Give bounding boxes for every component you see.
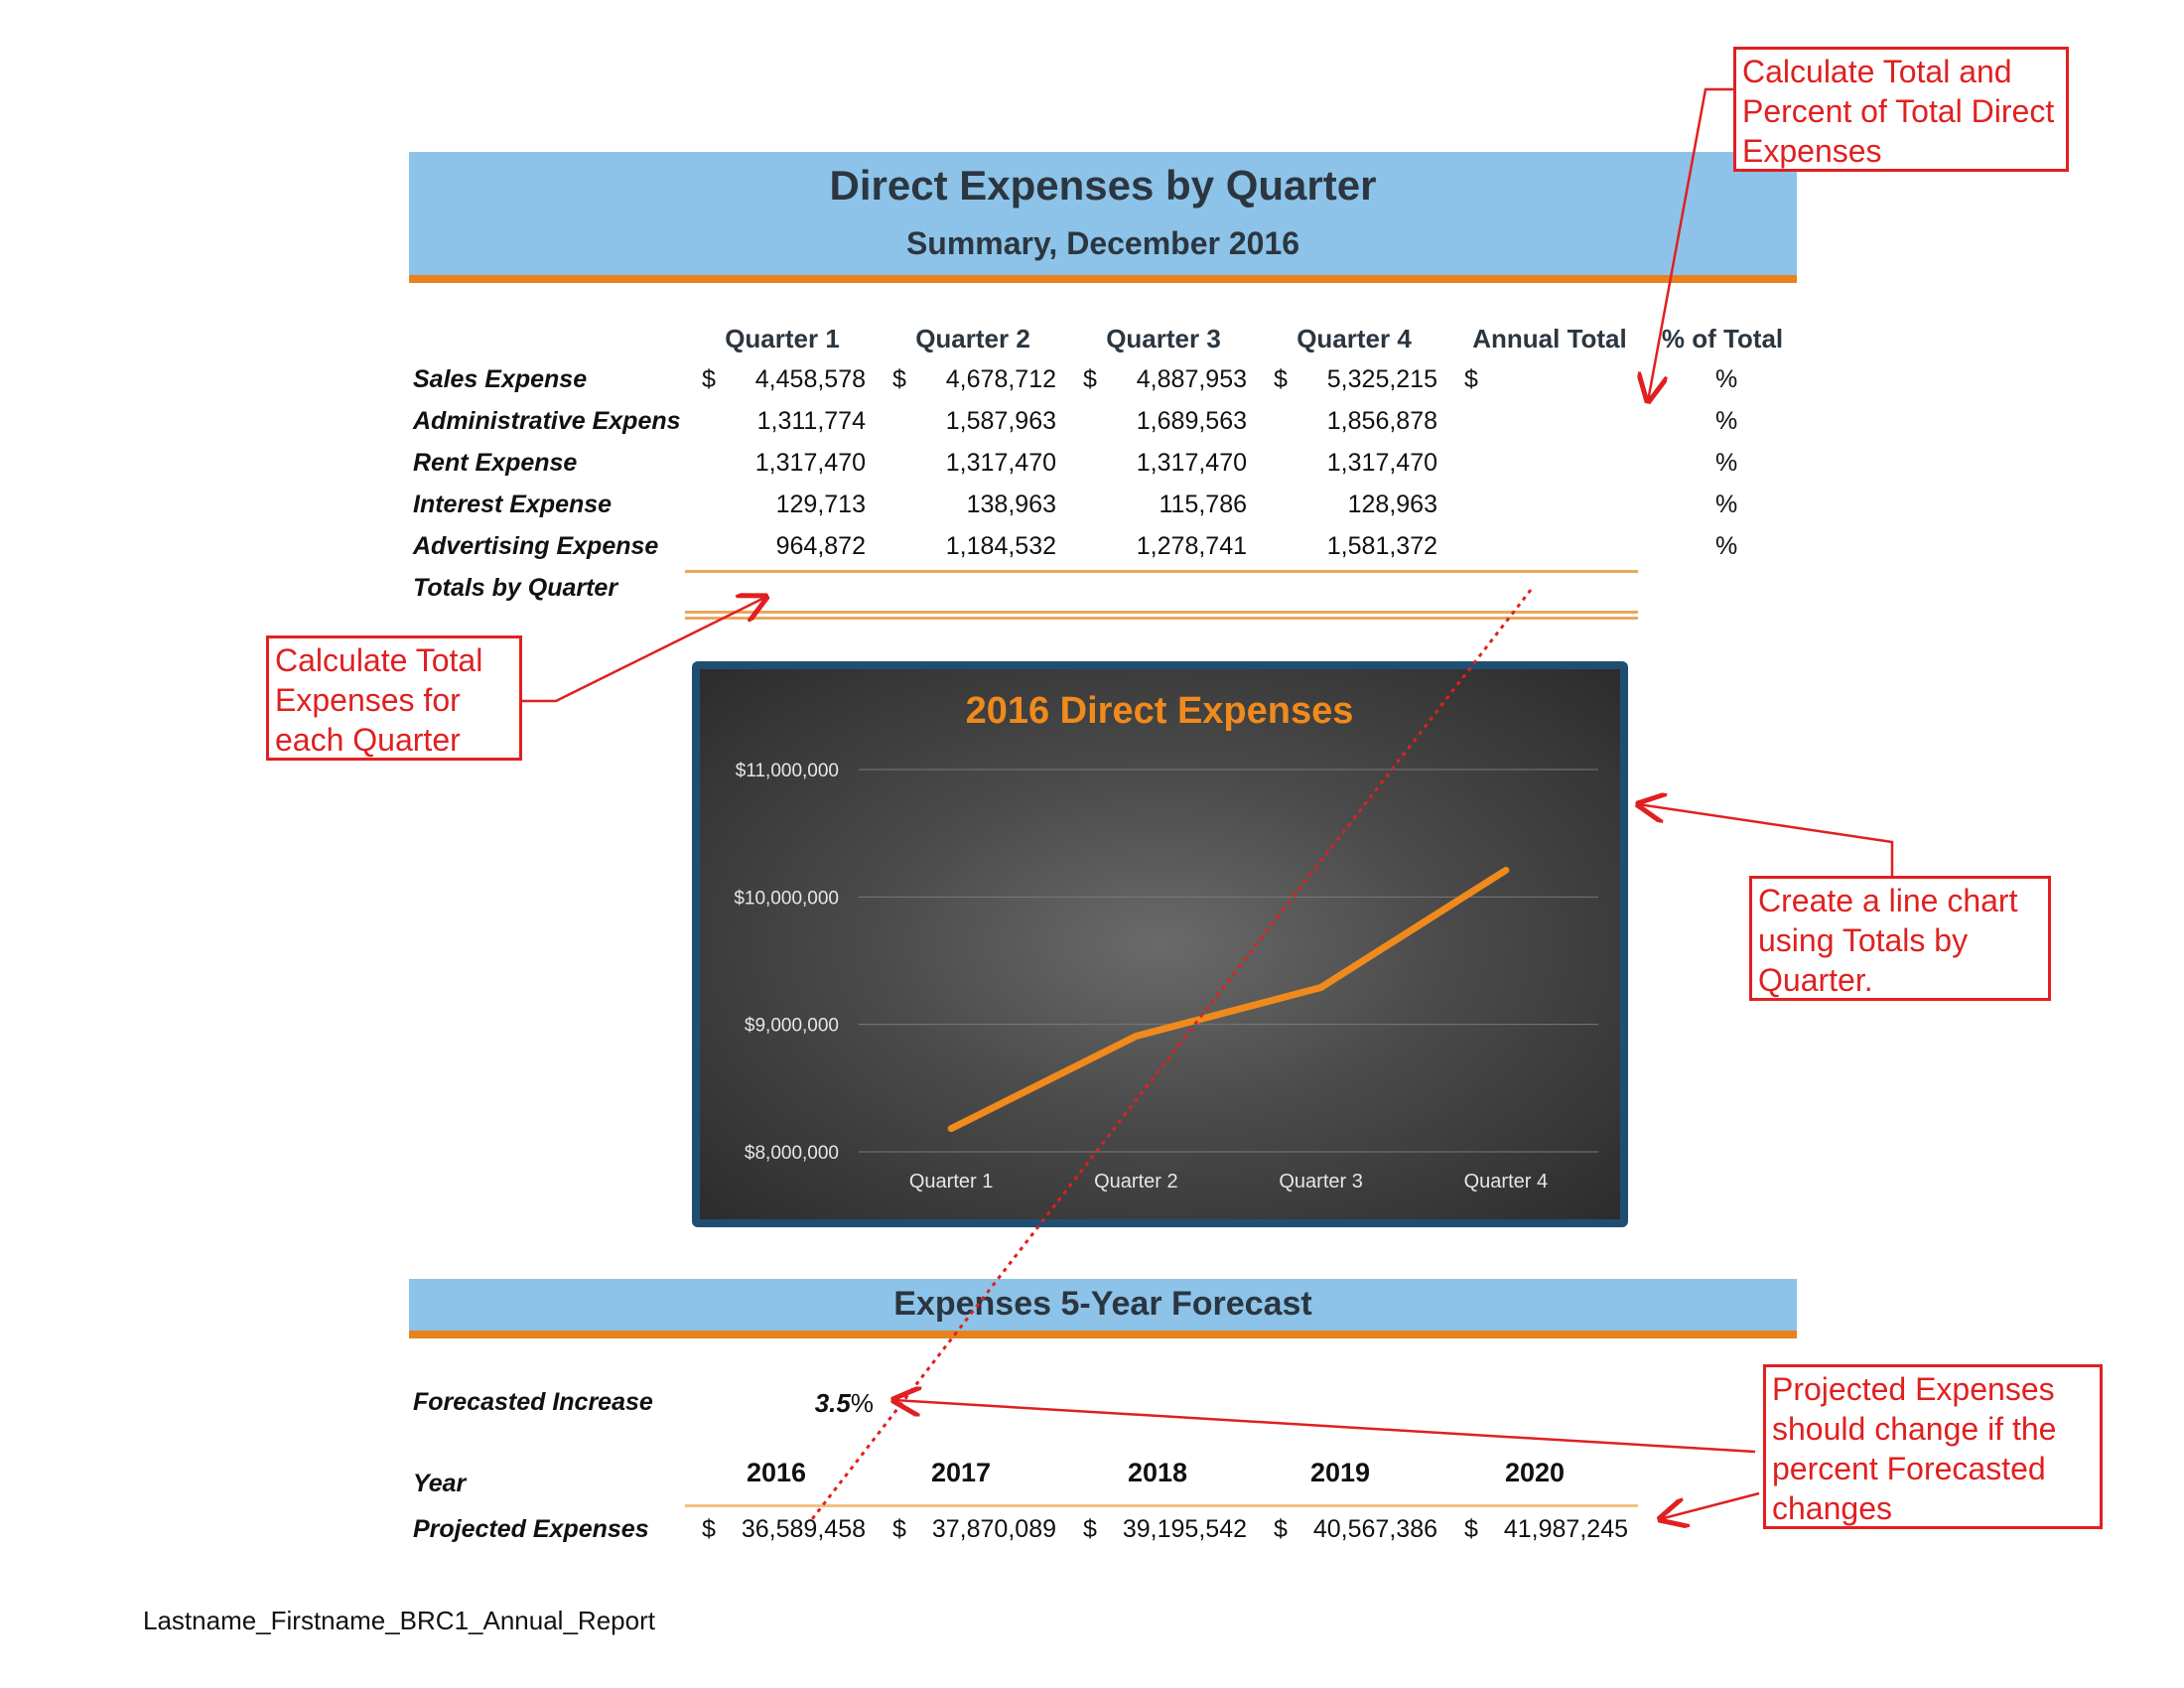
- x-tick-label: Quarter 1: [909, 1171, 993, 1193]
- arrow-line-chart: [1638, 804, 1894, 876]
- x-tick-label: Quarter 2: [1094, 1171, 1177, 1193]
- currency-symbol: $: [1083, 365, 1097, 393]
- column-header-quarter-1: Quarter 1: [725, 324, 840, 353]
- forecast-line: [685, 1504, 1638, 1507]
- expense-cell[interactable]: 1,317,470: [945, 449, 1056, 477]
- forecast-increase-number: 3.5: [814, 1388, 851, 1418]
- expense-cell[interactable]: 1,581,372: [1326, 532, 1437, 560]
- projected-currency: $: [892, 1515, 906, 1543]
- expense-cell[interactable]: 1,856,878: [1326, 407, 1437, 435]
- column-header-quarter-3: Quarter 3: [1106, 324, 1221, 353]
- x-tick-label: Quarter 3: [1279, 1171, 1362, 1193]
- forecast-year: 2016: [746, 1458, 807, 1487]
- forecast-year: 2017: [930, 1458, 992, 1487]
- forecast-year: 2020: [1504, 1458, 1566, 1487]
- series-line: [947, 866, 1510, 1133]
- arrow-forecast-increase: [893, 1400, 1756, 1454]
- expense-cell[interactable]: 1,184,532: [945, 532, 1056, 560]
- row-label: Advertising Expense: [413, 532, 659, 560]
- expense-cell[interactable]: 1,317,470: [1136, 449, 1247, 477]
- subtotal-line: [685, 570, 1638, 573]
- percent-cell[interactable]: %: [1715, 449, 1738, 477]
- percent-cell[interactable]: %: [1715, 491, 1738, 518]
- arrow-projected: [1660, 1491, 1760, 1519]
- y-tick-label: $8,000,000: [745, 1143, 839, 1164]
- projected-value[interactable]: 36,589,458: [741, 1515, 866, 1543]
- forecast-year: 2019: [1309, 1458, 1371, 1487]
- file-name-footer: Lastname_Firstname_BRC1_Annual_Report: [143, 1606, 655, 1635]
- percent-cell[interactable]: %: [1715, 532, 1738, 560]
- chart-title: 2016 Direct Expenses: [966, 690, 1354, 732]
- callout-projected: Projected Expenses should change if the …: [1763, 1364, 2103, 1529]
- callout-total-percent: Calculate Total and Percent of Total Dir…: [1733, 47, 2069, 172]
- chart-frame: 2016 Direct Expenses $8,000,000 $9,000,00…: [692, 661, 1628, 1227]
- projected-currency: $: [1083, 1515, 1097, 1543]
- row-label: Interest Expense: [413, 491, 613, 518]
- projected-value[interactable]: 40,567,386: [1312, 1515, 1437, 1543]
- projected-value[interactable]: 37,870,089: [931, 1515, 1056, 1543]
- x-tick-label: Quarter 4: [1464, 1171, 1548, 1193]
- forecast-title: Expenses 5-Year Forecast: [893, 1285, 1312, 1323]
- data-point: [948, 1125, 955, 1132]
- expense-cell[interactable]: 138,963: [966, 491, 1056, 518]
- header-banner: Direct Expenses by Quarter Summary, Dece…: [409, 152, 1797, 283]
- expense-cell[interactable]: 4,887,953: [1136, 365, 1247, 393]
- expense-cell[interactable]: 1,587,963: [945, 407, 1056, 435]
- projected-value[interactable]: 41,987,245: [1503, 1515, 1628, 1543]
- forecast-increase-unit: %: [850, 1388, 874, 1418]
- forecast-year: 2018: [1127, 1458, 1188, 1487]
- currency-symbol: $: [702, 365, 716, 393]
- expense-cell[interactable]: 964,872: [775, 532, 866, 560]
- row-label: Sales Expense: [413, 365, 588, 393]
- expense-cell[interactable]: 5,325,215: [1326, 365, 1437, 393]
- projected-currency: $: [1464, 1515, 1478, 1543]
- expense-cell[interactable]: 4,678,712: [945, 365, 1056, 393]
- column-header-quarter-4: Quarter 4: [1297, 324, 1412, 353]
- forecast-banner: Expenses 5-Year Forecast: [409, 1279, 1797, 1338]
- expense-cell[interactable]: 1,311,774: [756, 407, 866, 435]
- total-double-line-bottom: [685, 617, 1638, 620]
- callout-quarter-totals: Calculate Total Expenses for each Quarte…: [266, 635, 522, 761]
- annual-total-currency: $: [1464, 365, 1478, 393]
- projected-label: Projected Expenses: [413, 1515, 649, 1543]
- expense-cell[interactable]: 4,458,578: [754, 365, 866, 393]
- row-label: Administrative Expens: [413, 407, 681, 435]
- expense-cell[interactable]: 1,278,741: [1136, 532, 1247, 560]
- percent-cell[interactable]: %: [1715, 407, 1738, 435]
- line-chart: 2016 Direct Expenses $8,000,000 $9,000,00…: [734, 690, 1598, 1193]
- currency-symbol: $: [1274, 365, 1288, 393]
- totals-label: Totals by Quarter: [413, 574, 618, 602]
- y-tick-label: $9,000,000: [745, 1016, 839, 1037]
- expense-cell[interactable]: 128,963: [1347, 491, 1437, 518]
- expense-cell[interactable]: 115,786: [1159, 491, 1247, 518]
- projected-value[interactable]: 39,195,542: [1122, 1515, 1247, 1543]
- expense-cell[interactable]: 129,713: [775, 491, 866, 518]
- projected-currency: $: [1274, 1515, 1288, 1543]
- forecast-increase-label: Forecasted Increase: [413, 1388, 653, 1416]
- projected-currency: $: [702, 1515, 716, 1543]
- expense-cell[interactable]: 1,317,470: [754, 449, 866, 477]
- column-header-annual-total: Annual Total: [1472, 324, 1627, 353]
- callout-line-chart: Create a line chart using Totals by Quar…: [1749, 876, 2051, 1001]
- currency-symbol: $: [892, 365, 906, 393]
- column-header-percent-total: % of Total: [1661, 324, 1784, 353]
- data-point: [1133, 1033, 1140, 1040]
- data-point: [1317, 984, 1324, 991]
- forecast-increase-value[interactable]: 3.5%: [774, 1388, 874, 1419]
- expense-cell[interactable]: 1,689,563: [1136, 407, 1247, 435]
- percent-cell[interactable]: %: [1715, 365, 1738, 393]
- column-header-quarter-2: Quarter 2: [915, 324, 1030, 353]
- chart-area: 2016 Direct Expenses $8,000,000 $9,000,00…: [700, 669, 1620, 1219]
- row-label: Rent Expense: [413, 449, 578, 477]
- y-tick-label: $10,000,000: [734, 888, 839, 909]
- year-label: Year: [413, 1470, 467, 1497]
- y-tick-label: $11,000,000: [736, 761, 839, 781]
- page-title: Direct Expenses by Quarter: [829, 162, 1377, 209]
- data-point: [1502, 867, 1509, 874]
- expense-cell[interactable]: 1,317,470: [1326, 449, 1437, 477]
- page-subtitle: Summary, December 2016: [905, 225, 1300, 261]
- total-double-line-top: [685, 611, 1638, 614]
